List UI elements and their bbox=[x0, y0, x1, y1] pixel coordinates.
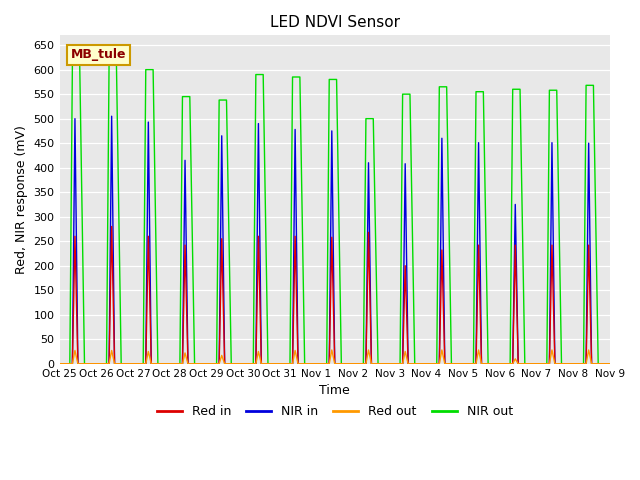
Y-axis label: Red, NIR response (mV): Red, NIR response (mV) bbox=[15, 125, 28, 274]
Legend: Red in, NIR in, Red out, NIR out: Red in, NIR in, Red out, NIR out bbox=[152, 400, 518, 423]
Title: LED NDVI Sensor: LED NDVI Sensor bbox=[269, 15, 400, 30]
X-axis label: Time: Time bbox=[319, 384, 350, 397]
Text: MB_tule: MB_tule bbox=[70, 48, 126, 61]
